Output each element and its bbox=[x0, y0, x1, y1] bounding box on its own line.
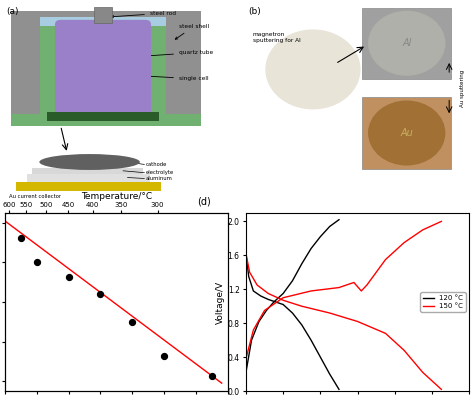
Text: Au current collector: Au current collector bbox=[9, 194, 61, 199]
Text: (d): (d) bbox=[197, 196, 210, 206]
Text: electrolyte: electrolyte bbox=[146, 170, 173, 175]
Point bbox=[128, 319, 136, 325]
X-axis label: Temperature/°C: Temperature/°C bbox=[81, 192, 152, 201]
FancyBboxPatch shape bbox=[11, 11, 201, 120]
Text: Au sputtering: Au sputtering bbox=[460, 70, 465, 107]
FancyBboxPatch shape bbox=[11, 11, 201, 23]
Text: steel rod: steel rod bbox=[111, 11, 176, 18]
Circle shape bbox=[266, 30, 360, 109]
Text: cathode: cathode bbox=[146, 162, 167, 167]
Circle shape bbox=[369, 11, 445, 75]
Legend: 120 °C, 150 °C: 120 °C, 150 °C bbox=[420, 292, 466, 312]
FancyBboxPatch shape bbox=[11, 11, 40, 120]
Point bbox=[209, 373, 216, 379]
Point bbox=[97, 291, 104, 297]
Point bbox=[161, 353, 168, 359]
Point bbox=[17, 235, 25, 241]
FancyBboxPatch shape bbox=[47, 111, 159, 121]
Text: (b): (b) bbox=[248, 7, 261, 16]
Text: single cell: single cell bbox=[131, 74, 209, 81]
FancyBboxPatch shape bbox=[55, 20, 151, 119]
Text: (a): (a) bbox=[6, 7, 18, 16]
FancyBboxPatch shape bbox=[40, 26, 61, 120]
FancyBboxPatch shape bbox=[32, 167, 143, 174]
FancyBboxPatch shape bbox=[362, 98, 451, 169]
FancyBboxPatch shape bbox=[40, 17, 165, 120]
Text: Al: Al bbox=[402, 38, 411, 48]
FancyBboxPatch shape bbox=[146, 26, 165, 120]
Point bbox=[33, 259, 40, 265]
Ellipse shape bbox=[39, 154, 140, 170]
FancyBboxPatch shape bbox=[11, 114, 201, 126]
FancyBboxPatch shape bbox=[94, 7, 112, 23]
Text: Au: Au bbox=[401, 128, 413, 138]
FancyBboxPatch shape bbox=[16, 182, 161, 191]
FancyBboxPatch shape bbox=[165, 11, 201, 120]
FancyBboxPatch shape bbox=[362, 8, 451, 79]
Text: steel shell: steel shell bbox=[175, 24, 209, 39]
Point bbox=[65, 274, 73, 280]
Circle shape bbox=[369, 101, 445, 165]
Text: aluminum: aluminum bbox=[146, 176, 173, 181]
Text: quartz tube: quartz tube bbox=[145, 50, 213, 57]
Text: magnetron
sputtering for Al: magnetron sputtering for Al bbox=[253, 32, 301, 43]
FancyBboxPatch shape bbox=[27, 174, 150, 182]
Y-axis label: Voltage/V: Voltage/V bbox=[216, 280, 225, 324]
